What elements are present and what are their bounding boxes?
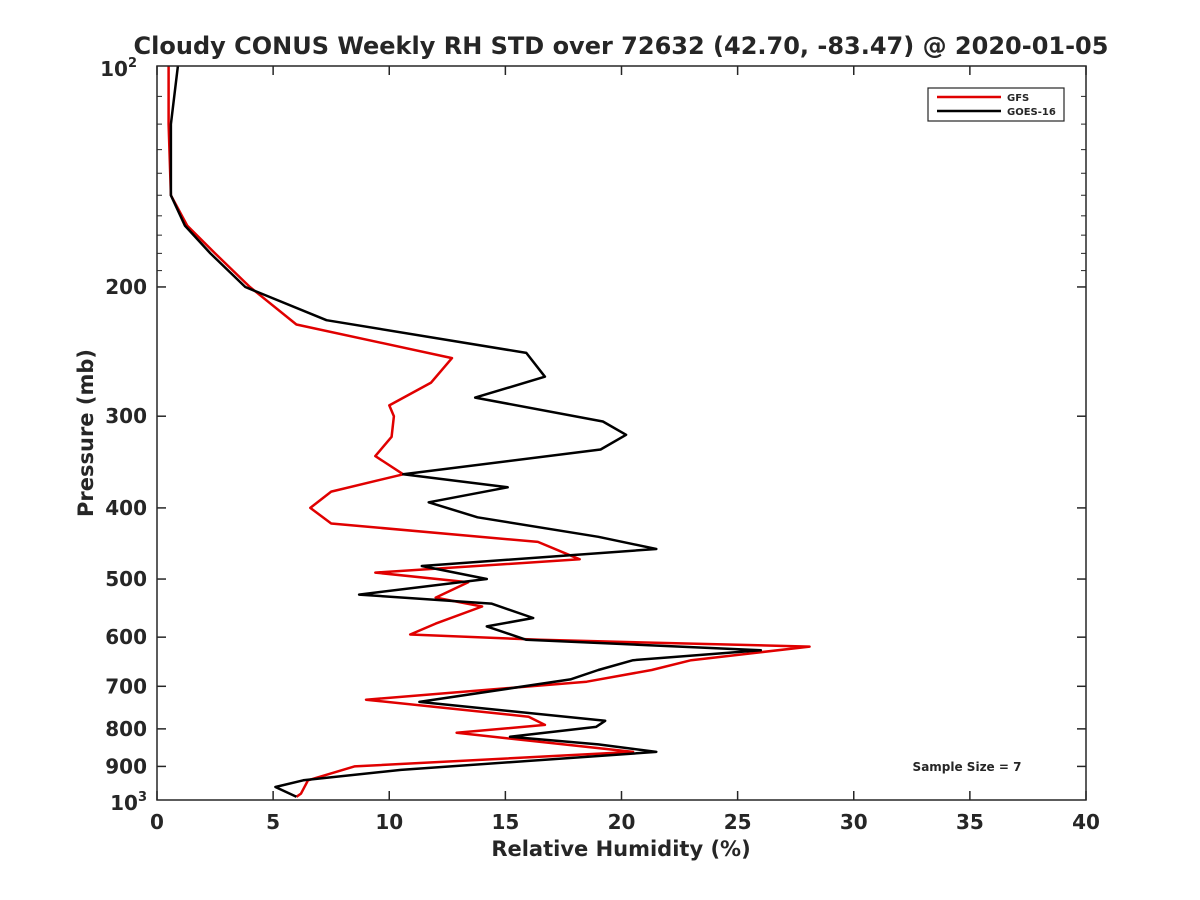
- y-tick-label: 800: [105, 717, 147, 741]
- y-tick-label: 900: [105, 754, 147, 778]
- legend-label-goes16: GOES-16: [1007, 107, 1056, 118]
- chart-title: Cloudy CONUS Weekly RH STD over 72632 (4…: [134, 32, 1109, 60]
- x-tick-label: 5: [266, 810, 280, 834]
- y-tick-label: 500: [105, 567, 147, 591]
- legend: GFS GOES-16: [927, 87, 1065, 122]
- x-tick-label: 10: [375, 810, 403, 834]
- y-tick-bottom-base: 10: [110, 791, 138, 815]
- legend-label-gfs: GFS: [1007, 93, 1029, 104]
- y-axis-label: Pressure (mb): [74, 349, 98, 517]
- y-tick-top-base: 10: [100, 57, 128, 81]
- x-tick-label: 15: [491, 810, 519, 834]
- legend-box: [927, 87, 1065, 122]
- y-tick-label: 300: [105, 404, 147, 428]
- x-tick-label: 20: [608, 810, 636, 834]
- y-axis-ticks: 200 300 400 500 600 700 800 900: [105, 95, 1086, 778]
- x-tick-label: 40: [1072, 810, 1100, 834]
- series-line-goes16: [169, 65, 763, 798]
- sample-size-annotation: Sample Size = 7: [913, 760, 1022, 774]
- y-tick-label: 400: [105, 496, 147, 520]
- series-line-gfs: [167, 66, 811, 798]
- y-tick-label: 700: [105, 674, 147, 698]
- y-tick-top-exp: 2: [128, 56, 137, 71]
- x-tick-label: 35: [956, 810, 984, 834]
- x-axis-ticks: 0 5 10 15 20 25 30 35 40: [150, 66, 1100, 834]
- y-tick-label: 600: [105, 625, 147, 649]
- x-tick-label: 30: [840, 810, 868, 834]
- x-tick-label: 0: [150, 810, 164, 834]
- y-tick-bottom-exp: 3: [138, 790, 147, 805]
- y-tick-label-top: 102: [100, 56, 137, 81]
- y-tick-label: 200: [105, 275, 147, 299]
- y-tick-label-bottom: 103: [110, 790, 147, 815]
- x-tick-label: 25: [724, 810, 752, 834]
- plot-series: [167, 65, 811, 798]
- x-axis-label: Relative Humidity (%): [491, 837, 750, 861]
